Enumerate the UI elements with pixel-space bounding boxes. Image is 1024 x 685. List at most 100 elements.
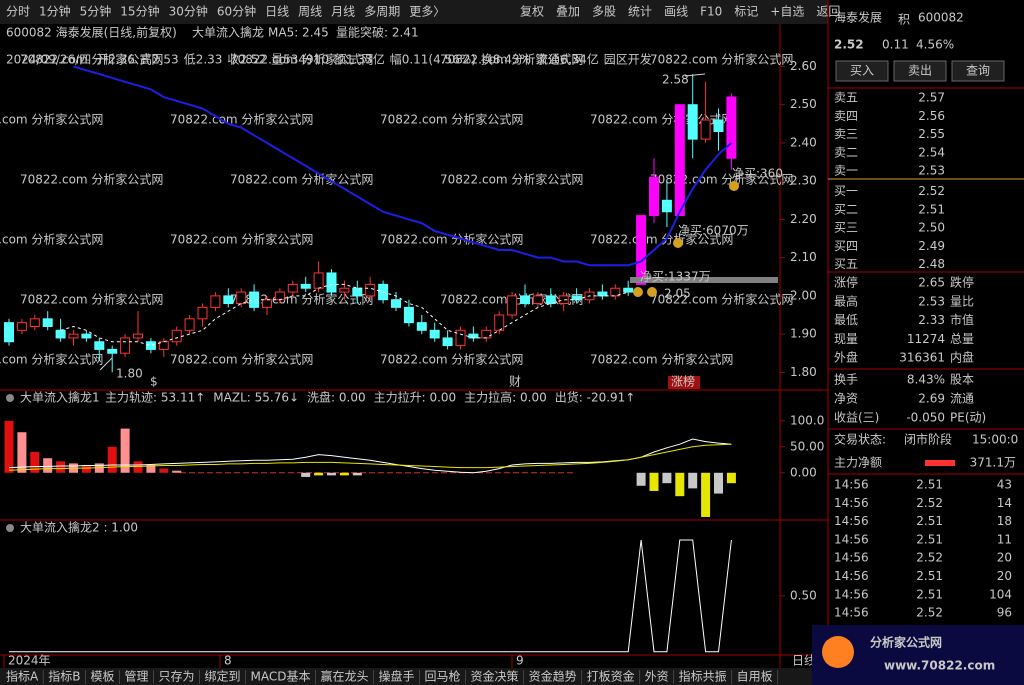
candle-body	[107, 348, 118, 354]
price-pct: 4.56%	[916, 38, 954, 52]
order-button[interactable]	[835, 60, 889, 82]
candle-body	[597, 291, 608, 297]
book-label: 卖二	[834, 145, 858, 159]
toolbar-button[interactable]: 复权	[520, 5, 544, 19]
trade-volume: 14	[997, 496, 1012, 510]
candle-body	[532, 295, 543, 305]
panel-toggle[interactable]	[6, 524, 14, 532]
period-tab[interactable]: 60分钟	[217, 4, 256, 19]
candle-body	[365, 283, 376, 297]
toolbar-button[interactable]: 画线	[664, 5, 688, 19]
order-button[interactable]	[893, 60, 947, 82]
trade-time: 14:56	[834, 514, 869, 528]
bottom-tab[interactable]: 打板资金	[587, 669, 635, 684]
toolbar-button[interactable]: 标记	[734, 5, 758, 19]
book-price: 2.57	[918, 91, 945, 105]
flow-label: 主力净额	[834, 456, 882, 470]
watermark: 70822.com 分析家公式网	[20, 172, 163, 187]
event-marker: 财	[509, 375, 521, 389]
period-tab[interactable]: 5分钟	[80, 4, 112, 19]
toolbar-button[interactable]: F10	[700, 5, 722, 19]
candle-body	[313, 272, 324, 289]
annotation-arrow	[684, 73, 706, 77]
trade-price: 2.51	[916, 514, 943, 528]
bottom-tab[interactable]: 指标B	[48, 669, 80, 684]
order-button[interactable]	[951, 60, 1005, 82]
book-label: 买一	[834, 184, 858, 198]
bottom-tab[interactable]: 资金趋势	[529, 669, 577, 684]
candle-body	[700, 119, 711, 140]
bottom-tab[interactable]: 只存为	[158, 670, 194, 684]
period-tab[interactable]: 周线	[298, 5, 322, 19]
money-icon	[729, 181, 739, 191]
trade-volume: 20	[997, 569, 1012, 583]
period-tab[interactable]: 月线	[331, 5, 355, 19]
stat-label: 换手	[834, 373, 858, 387]
bottom-tab[interactable]: 管理	[124, 669, 148, 684]
order-button-label[interactable]: 买入	[850, 64, 874, 78]
candle-body	[120, 337, 131, 354]
toolbar-button[interactable]: 多股	[592, 5, 616, 19]
candle-body	[661, 199, 672, 213]
x-tick-label: 8	[224, 654, 232, 668]
candle-body	[4, 322, 14, 343]
period-tab[interactable]: 更多〉	[409, 5, 445, 19]
candle-body	[81, 333, 92, 339]
flow-value: 371.1万	[970, 456, 1016, 470]
neg-bar	[352, 472, 362, 476]
watermark: 70822.com 分析家公式网	[380, 232, 523, 247]
period-tab[interactable]: 15分钟	[120, 4, 159, 19]
logo-icon	[822, 636, 854, 668]
red-bar	[133, 461, 143, 473]
candle-body	[210, 295, 221, 308]
y-tick-label: 2.10	[790, 250, 817, 264]
candle-body	[223, 295, 234, 305]
bottom-tab[interactable]: 回马枪	[425, 669, 461, 684]
toolbar-button[interactable]: 返回	[816, 5, 840, 19]
watermark: 70822.com 分析家公式网	[380, 352, 523, 367]
candle-body	[610, 287, 621, 297]
bottom-tab[interactable]: 操盘手	[379, 669, 415, 684]
bottom-tab[interactable]: 赢在龙头	[321, 669, 369, 684]
trade-volume: 20	[997, 551, 1012, 565]
toolbar-button[interactable]: 叠加	[556, 5, 580, 19]
period-tab[interactable]: 日线	[265, 5, 289, 19]
book-price: 2.53	[918, 164, 945, 178]
panel-toggle[interactable]	[6, 394, 14, 402]
order-button-label[interactable]: 查询	[966, 64, 990, 78]
bottom-tab[interactable]: 外资	[645, 670, 669, 684]
candle-body	[326, 272, 337, 293]
annotation: 净买:360	[732, 167, 783, 181]
watermark: 70822.com 分析家公式网	[230, 52, 373, 67]
trade-time: 14:56	[834, 587, 869, 601]
toolbar-button[interactable]: 统计	[628, 5, 652, 19]
toolbar-button[interactable]: +自选	[770, 5, 804, 19]
indicator-readout: 主力轨迹: 53.11↑	[105, 391, 205, 405]
period-tab[interactable]: 1分钟	[39, 4, 71, 19]
bottom-tab[interactable]: 自用板	[737, 670, 773, 684]
bottom-tab[interactable]: 绑定到	[205, 669, 241, 684]
bottom-tab[interactable]: 指标A	[6, 669, 39, 684]
period-tab[interactable]: 多周期	[364, 5, 400, 19]
bottom-tab[interactable]: 模板	[90, 670, 114, 684]
period-tab[interactable]: 30分钟	[169, 4, 208, 19]
trade-price: 2.51	[916, 532, 943, 546]
stock-name: 海泰发展	[834, 10, 882, 25]
annotation: 2.58	[662, 73, 689, 87]
indicator-readout: 主力拉升: 0.00	[374, 390, 457, 405]
book-price: 2.49	[918, 239, 945, 253]
indicator-readout: 出货: -20.91↑	[555, 390, 636, 405]
period-tab[interactable]: 分时	[6, 5, 30, 19]
candle-body	[249, 291, 260, 308]
stat-value: -0.050	[906, 411, 945, 425]
book-label: 买二	[834, 202, 858, 216]
order-button-label[interactable]: 卖出	[908, 64, 932, 78]
stat-label: 股本	[950, 373, 974, 387]
signal-line	[9, 539, 732, 653]
bottom-tab[interactable]: MACD基本	[251, 670, 311, 684]
bottom-tab[interactable]: 指标共振	[679, 669, 727, 684]
book-label: 买三	[834, 221, 858, 235]
bottom-tab[interactable]: 资金决策	[471, 669, 519, 684]
y-tick-label: 2.20	[790, 212, 817, 226]
